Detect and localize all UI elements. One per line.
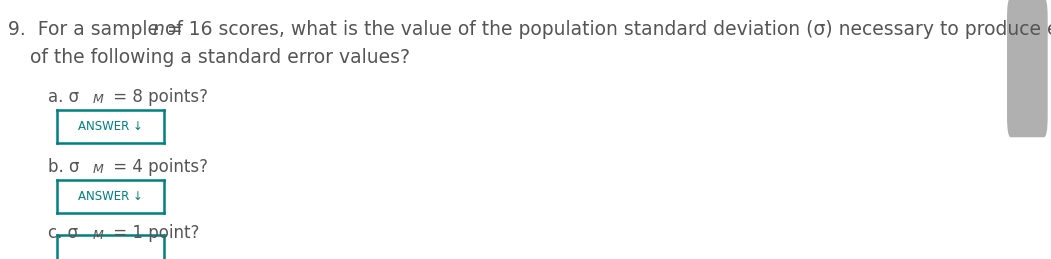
Text: M: M <box>92 229 104 242</box>
Text: c. σ: c. σ <box>48 224 78 242</box>
Text: M: M <box>92 93 104 106</box>
FancyBboxPatch shape <box>1007 0 1048 137</box>
Text: a. σ: a. σ <box>48 88 79 106</box>
Text: ANSWER ↓: ANSWER ↓ <box>79 120 143 133</box>
Text: = 16 scores, what is the value of the population standard deviation (σ) necessar: = 16 scores, what is the value of the po… <box>161 20 1051 39</box>
Text: = 4 points?: = 4 points? <box>108 158 208 176</box>
Text: = 8 points?: = 8 points? <box>108 88 208 106</box>
Text: ANSWER ↓: ANSWER ↓ <box>79 190 143 203</box>
Text: M: M <box>92 163 104 176</box>
Text: 9.  For a sample of: 9. For a sample of <box>8 20 189 39</box>
Text: = 1 point?: = 1 point? <box>108 224 200 242</box>
Text: of the following a standard error values?: of the following a standard error values… <box>30 48 410 67</box>
Text: n: n <box>152 20 164 39</box>
Text: b. σ: b. σ <box>48 158 80 176</box>
